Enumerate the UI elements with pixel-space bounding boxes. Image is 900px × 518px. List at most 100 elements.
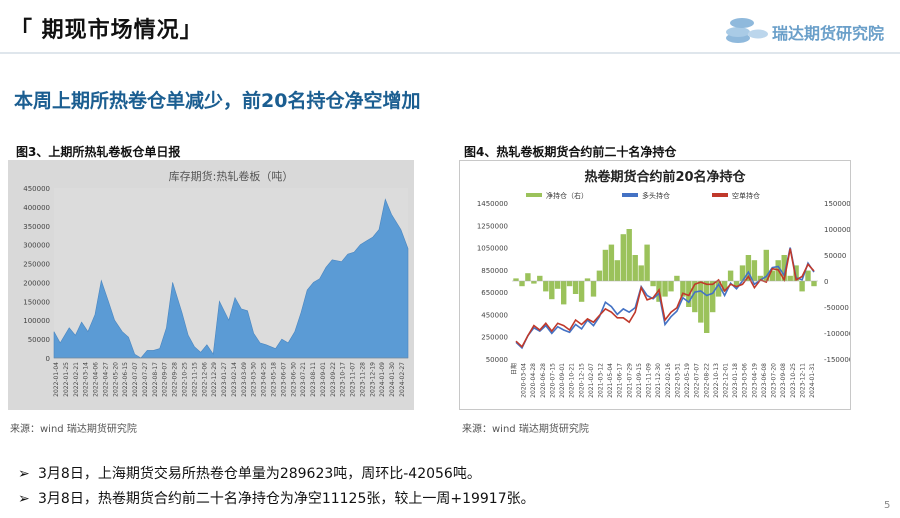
bullet-text: 3月8日，上海期货交易所热卷仓单量为289623吨，周环比-42056吨。 [38,466,481,482]
x-tick-label: 2021-12-30 [655,363,662,398]
x-tick-label: 2023-02-14 [231,362,238,397]
area-series-inventory [53,198,409,359]
y-tick-label: 450000 [23,185,50,193]
net-position-bar [721,281,728,292]
x-tick-label: 2022-01-25 [63,362,70,397]
logo-text: 瑞达期货研究院 [772,24,885,43]
x-tick-label: 2024-01-30 [389,362,396,397]
y-tick-label: 300000 [23,242,50,250]
chart-panel-warehouse-receipts: 库存期货:热轧卷板（吨） 0 50000 100000 150000 200000 2500… [8,160,414,410]
headline: 本周上期所热卷仓单减少，前20名持仓净空增加 [14,90,421,112]
x-tick-label: 2023-10-17 [340,362,347,397]
x-tick-label: 2022-04-06 [93,362,100,397]
y-right-tick-label: 150000 [824,200,850,208]
x-tick-label: 2021-05-04 [607,363,614,398]
net-position-bar [727,270,734,281]
y-left-tick-label: 50000 [486,356,508,364]
company-logo [726,18,768,43]
x-tick-label: 2023-05-18 [271,362,278,397]
y-right-tick-label: -100000 [824,330,850,338]
net-position-bar [769,270,775,281]
coin-stack-icon [726,18,768,43]
x-tick-label: 2021-02-07 [588,363,595,398]
net-position-bar [572,281,579,294]
net-position-bar [781,255,787,281]
net-position-bar [763,249,769,281]
legend-swatch [622,193,638,197]
x-tick-label: 2022-09-28 [172,362,179,397]
net-position-bar [549,281,555,300]
y-left-tick-label: 850000 [481,267,508,275]
x-tick-label: 2023-03-30 [251,362,258,397]
x-tick-label: 2022-10-13 [713,363,720,398]
x-tick-label: 2023-12-19 [369,362,376,397]
x-tick-label: 2023-03-09 [241,362,248,397]
y-tick-label: 100000 [23,317,50,325]
y-left-tick-label: 1450000 [477,200,508,208]
net-position-bar [590,281,597,297]
net-position-bar [513,278,519,281]
net-position-bar [805,270,811,281]
x-tick-label: 2020-12-15 [578,363,585,398]
net-position-bar [680,281,686,297]
y-tick-label: 200000 [23,279,50,287]
x-tick-label: 2022-07-27 [142,362,149,397]
x-tick-label: 2023-01-27 [221,362,228,397]
source-note-right: 来源：wind 瑞达期货研究院 [462,424,589,435]
x-tick-label: 2023-06-07 [280,362,287,397]
y-left-tick-label: 1050000 [477,245,508,253]
net-position-bar [745,255,752,281]
net-position-bar [787,275,793,281]
x-tick-label: 2023-09-08 [780,363,787,398]
net-position-bar [519,281,525,287]
net-position-bar [739,265,746,281]
x-tick-label: 2023-10-25 [790,363,797,398]
x-tick-label: 2022-08-22 [703,363,710,398]
line-chart-net-position: 热卷期货合约前20名净持仓 50000 250000 450000 650000 8500… [477,169,853,398]
x-tick-label: 2021-11-09 [646,363,653,398]
net-position-bar [644,244,650,281]
y-left-tick-label: 250000 [481,334,508,342]
y-right-tick-label: 0 [824,278,828,286]
bullet-item: ➢ 3月8日，热卷期货合约前二十名净持仓为净空11125张，较上一周+19917张… [18,488,535,508]
x-tick-label: 2023-12-11 [799,363,806,398]
x-tick-label: 2020-04-28 [530,363,537,398]
x-tick-label: 2021-06-17 [617,363,624,398]
net-position-bar [602,249,609,281]
x-tick-label: 2020-07-15 [550,363,557,398]
net-position-bar [566,281,573,287]
x-tick-label: 2020-06-28 [540,363,547,398]
x-tick-label: 2023-04-19 [751,363,758,398]
x-tick-label: 2024-01-31 [809,363,816,398]
x-tick-label: 2022-12-01 [723,363,730,398]
net-position-bar [811,281,817,287]
y-right-tick-label: -150000 [824,356,850,364]
x-tick-label: 2022-03-31 [674,363,681,398]
y-left-tick-label: 450000 [481,311,508,319]
x-tick-label: 2024-02-27 [399,362,406,397]
x-tick-label: 2022-06-15 [122,362,129,397]
net-position-bar [715,281,722,297]
x-tick-label: 2023-03-06 [742,363,749,398]
net-position-bar [555,281,561,289]
x-tick-label: 2022-10-25 [182,362,189,397]
figure-caption-right: 图4、热轧卷板期货合约前二十名净持仓 [464,145,677,159]
x-tick-label: 2022-12-29 [211,362,218,397]
arrow-bullet-icon: ➢ [18,466,30,482]
y-tick-label: 250000 [23,261,50,269]
net-position-bar [674,275,680,281]
figure-caption-left: 图3、上期所热轧卷板仓单日报 [16,145,181,159]
net-position-bar [692,281,698,313]
x-tick-label: 2022-08-17 [152,362,159,397]
bullet-text: 3月8日，热卷期货合约前二十名净持仓为净空11125张，较上一周+19917张。 [38,491,535,507]
x-tick-label: 2023-08-11 [310,362,317,397]
x-tick-label: 2023-07-21 [300,362,307,397]
x-tick-label: 2022-05-19 [684,363,691,398]
chart-title: 库存期货:热轧卷板（吨） [169,169,294,183]
legend-label: 空单持仓 [732,191,760,200]
x-tick-label: 2022-02-16 [665,363,672,398]
legend-label: 净持仓（右） [546,191,588,200]
x-tick-label: 2021-07-29 [626,363,633,398]
chart-panel-net-position: 热卷期货合约前20名净持仓 50000 250000 450000 650000 8500… [459,160,853,410]
net-position-bar [733,281,740,287]
